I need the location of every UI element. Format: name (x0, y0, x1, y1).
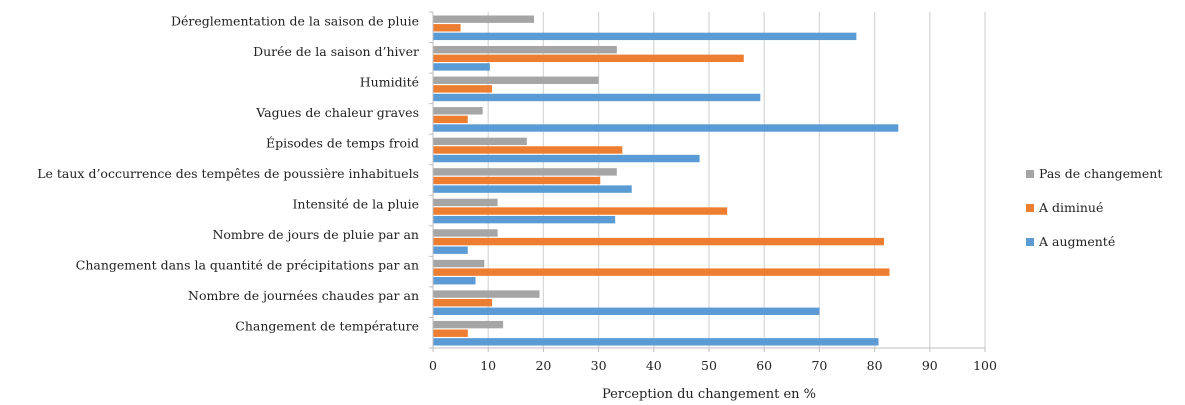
bar-a-augment- (433, 338, 879, 346)
bar-pas-de-changement (433, 107, 483, 115)
bar-pas-de-changement (433, 137, 527, 146)
bar-a-diminu- (433, 237, 884, 246)
gridlines (487, 12, 986, 348)
category-label: Intensité de la pluie (292, 197, 419, 212)
x-tick-label: 10 (480, 358, 496, 373)
category-label: Déreglementation de la saison de pluie (171, 13, 419, 28)
bar-a-diminu- (433, 207, 728, 215)
bar-a-diminu- (433, 54, 744, 63)
x-tick-label: 20 (535, 358, 551, 373)
bar-a-augment- (433, 154, 700, 163)
bar-a-augment- (433, 32, 857, 41)
category-label: Vagues de chaleur graves (255, 105, 419, 120)
bar-pas-de-changement (433, 76, 599, 84)
legend-swatch (1026, 170, 1034, 178)
category-label: Épisodes de temps froid (266, 135, 419, 150)
bar-a-diminu- (433, 268, 890, 276)
category-label: Le taux d’occurrence des tempêtes de pou… (37, 166, 419, 181)
legend-swatch (1026, 204, 1034, 212)
bar-a-augment- (433, 63, 490, 71)
x-tick-label: 30 (591, 358, 607, 373)
legend-label: Pas de changement (1039, 166, 1162, 181)
bar-pas-de-changement (433, 46, 617, 54)
x-tick-label: 40 (646, 358, 662, 373)
category-label: Changement de température (235, 319, 419, 334)
category-label: Humidité (360, 74, 419, 89)
labels: 0 10 20 30 40 50 60 70 80 90 100 Déreglementation d… (37, 13, 997, 373)
category-label: Changement dans la quantité de précipita… (76, 258, 419, 273)
bar-pas-de-changement (433, 15, 535, 23)
bar-pas-de-changement (433, 259, 485, 268)
x-axis-title: Perception du changement en % (602, 387, 816, 402)
bar-a-augment- (433, 185, 632, 193)
category-label: Durée de la saison d’hiver (253, 44, 419, 59)
bar-a-diminu- (433, 298, 493, 307)
bar-a-diminu- (433, 329, 468, 337)
x-tick-label: 50 (701, 358, 717, 373)
x-tick-label: 60 (756, 358, 772, 373)
legend-label: A augmenté (1038, 234, 1115, 249)
bar-pas-de-changement (433, 320, 504, 329)
axes (429, 11, 986, 352)
legend: Pas de changement A diminué A augmenté (1026, 166, 1162, 249)
bar-a-diminu- (433, 176, 601, 185)
bar-a-augment- (433, 246, 468, 254)
bar-pas-de-changement (433, 229, 498, 237)
legend-label: A diminué (1038, 200, 1103, 215)
bar-pas-de-changement (433, 168, 617, 176)
bar-a-augment- (433, 277, 476, 285)
bar-pas-de-changement (433, 290, 540, 298)
x-tick-label: 70 (811, 358, 827, 373)
bar-a-augment- (433, 215, 616, 224)
bar-a-diminu- (433, 85, 493, 93)
bar-a-diminu- (433, 115, 468, 124)
bar-a-augment- (433, 124, 899, 132)
bars (433, 15, 899, 346)
bar-a-augment- (433, 307, 820, 315)
bar-a-diminu- (433, 24, 461, 32)
category-label: Nombre de jours de pluie par an (212, 227, 419, 242)
legend-swatch (1026, 238, 1034, 246)
x-tick-label: 0 (429, 358, 437, 373)
category-label: Nombre de journées chaudes par an (188, 288, 419, 303)
x-tick-label: 90 (922, 358, 938, 373)
x-tick-label: 80 (867, 358, 883, 373)
bar-a-diminu- (433, 146, 623, 154)
bar-a-augment- (433, 93, 761, 102)
x-tick-label: 100 (973, 358, 997, 373)
bar-pas-de-changement (433, 198, 498, 207)
